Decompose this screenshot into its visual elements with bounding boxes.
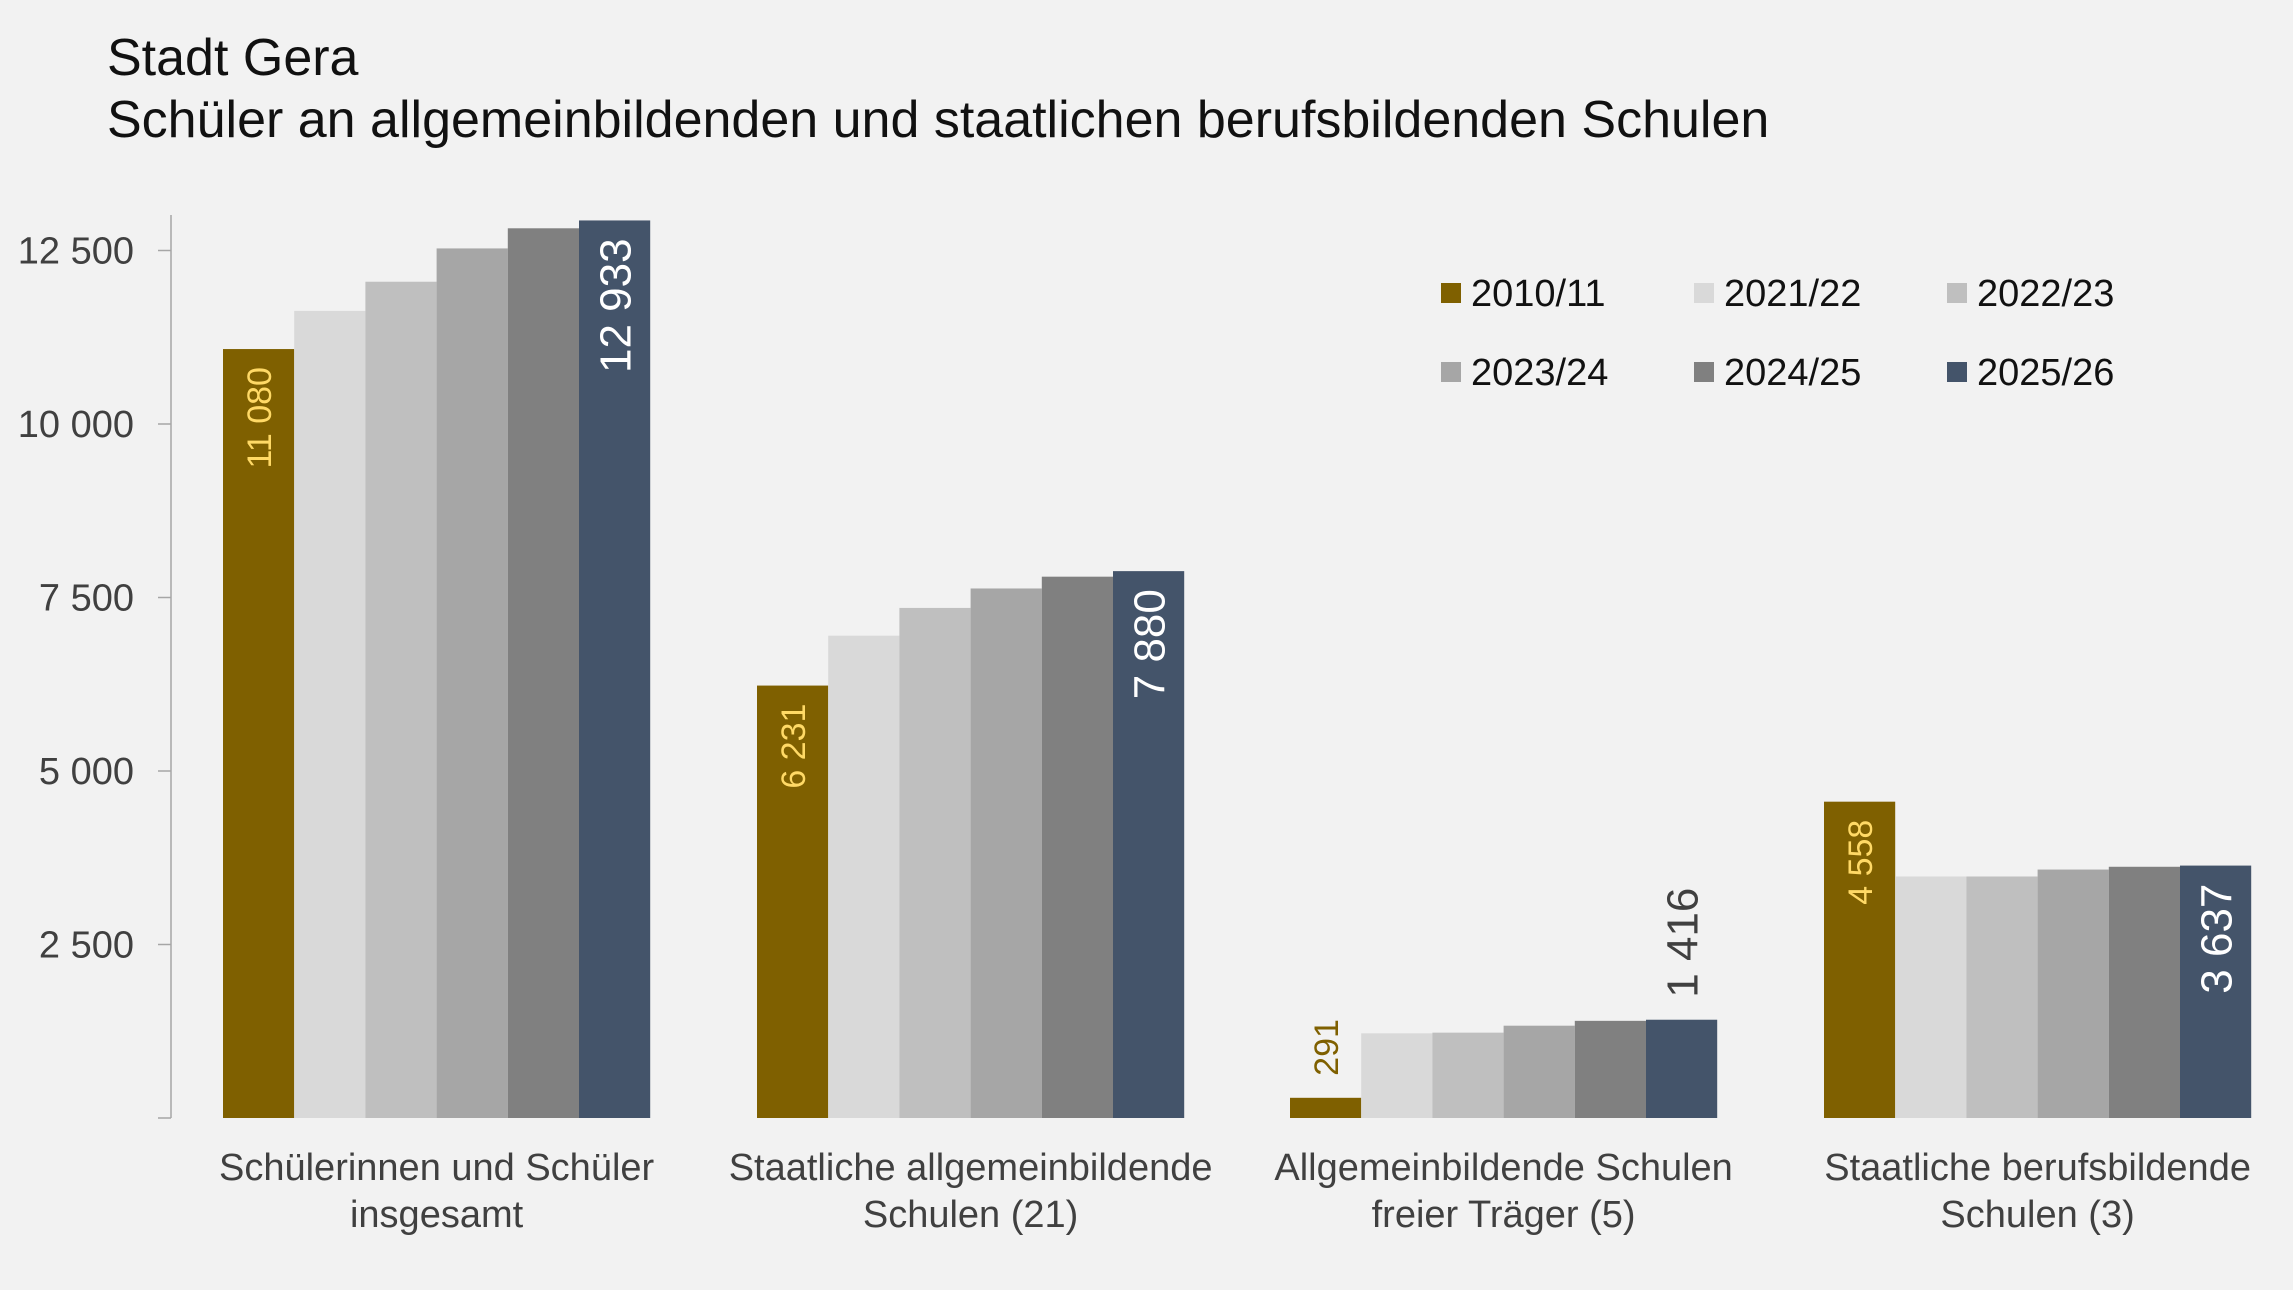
bar <box>2037 869 2109 1118</box>
legend-item: 2025/26 <box>1947 352 2114 394</box>
legend-item: 2010/11 <box>1441 273 1606 315</box>
legend-label: 2022/23 <box>1977 273 2114 315</box>
data-labels: 11 080 12 933 6 231 7 880 291 1 416 4 558 3 637 <box>241 238 2242 1075</box>
bar <box>1432 1032 1504 1118</box>
legend-label: 2024/25 <box>1724 352 1861 394</box>
bar <box>579 220 651 1118</box>
legend-swatch <box>1441 362 1461 382</box>
category-label: Allgemeinbildende Schulen <box>1274 1147 1732 1189</box>
bar <box>899 607 971 1118</box>
bar <box>1041 576 1113 1118</box>
y-axis: 2 500 5 000 7 500 10 000 12 500 <box>18 215 172 1119</box>
legend-swatch <box>1694 362 1714 382</box>
category-label: Schulen (3) <box>1940 1194 2134 1236</box>
legend-item: 2024/25 <box>1694 352 1861 394</box>
bar <box>1113 571 1185 1118</box>
bars <box>223 220 2252 1119</box>
legend-label: 2021/22 <box>1724 273 1861 315</box>
bar <box>1646 1019 1718 1118</box>
legend: 2010/11 2021/22 2022/23 2023/24 2024/25 2025/… <box>1441 273 2114 394</box>
legend-swatch <box>1694 283 1714 303</box>
chart-title: Stadt Gera <box>107 29 359 87</box>
bar <box>2180 865 2252 1118</box>
legend-label: 2010/11 <box>1471 273 1606 315</box>
category-label: freier Träger (5) <box>1372 1194 1636 1236</box>
data-label: 291 <box>1308 1019 1346 1076</box>
legend-swatch <box>1441 283 1461 303</box>
bar <box>294 310 366 1118</box>
bar <box>365 281 437 1119</box>
legend-swatch <box>1947 283 1967 303</box>
bar <box>436 248 508 1119</box>
chart-subtitle: Schüler an allgemeinbildenden und staatl… <box>107 91 1770 149</box>
y-axis-tick-label: 12 500 <box>18 231 134 273</box>
bar <box>828 635 900 1118</box>
data-label: 1 416 <box>1658 888 1707 998</box>
legend-item: 2021/22 <box>1694 273 1861 315</box>
legend-swatch <box>1947 362 1967 382</box>
category-labels: Schülerinnen und Schüler insgesamt Staatli… <box>219 1147 2251 1236</box>
bar <box>1361 1033 1433 1118</box>
category-label: Staatliche allgemeinbildende <box>729 1147 1213 1189</box>
bar <box>223 349 295 1119</box>
bar <box>1503 1025 1575 1118</box>
category-label: Staatliche berufsbildende <box>1824 1147 2251 1189</box>
data-label: 6 231 <box>775 704 813 789</box>
y-axis-tick-label: 7 500 <box>39 578 134 620</box>
data-label: 4 558 <box>1842 820 1880 905</box>
data-label: 12 933 <box>591 238 640 373</box>
bar <box>507 228 579 1119</box>
bar <box>757 685 829 1118</box>
bar <box>1824 801 1896 1118</box>
bar <box>970 588 1042 1118</box>
category-label: insgesamt <box>350 1194 524 1236</box>
y-axis-tick-label: 2 500 <box>39 925 134 967</box>
data-label: 3 637 <box>2192 884 2241 994</box>
bar <box>1574 1020 1646 1118</box>
legend-item: 2023/24 <box>1441 352 1608 394</box>
bar <box>1966 876 2038 1118</box>
y-axis-tick-label: 5 000 <box>39 751 134 793</box>
y-axis-tick-label: 10 000 <box>18 404 134 446</box>
data-label: 7 880 <box>1125 589 1174 699</box>
bar <box>2108 866 2180 1118</box>
bar <box>1290 1097 1362 1118</box>
data-label: 11 080 <box>241 367 279 468</box>
category-label: Schulen (21) <box>863 1194 1078 1236</box>
bar <box>1895 876 1967 1118</box>
legend-label: 2025/26 <box>1977 352 2114 394</box>
legend-item: 2022/23 <box>1947 273 2114 315</box>
category-label: Schülerinnen und Schüler <box>219 1147 655 1189</box>
legend-label: 2023/24 <box>1471 352 1608 394</box>
